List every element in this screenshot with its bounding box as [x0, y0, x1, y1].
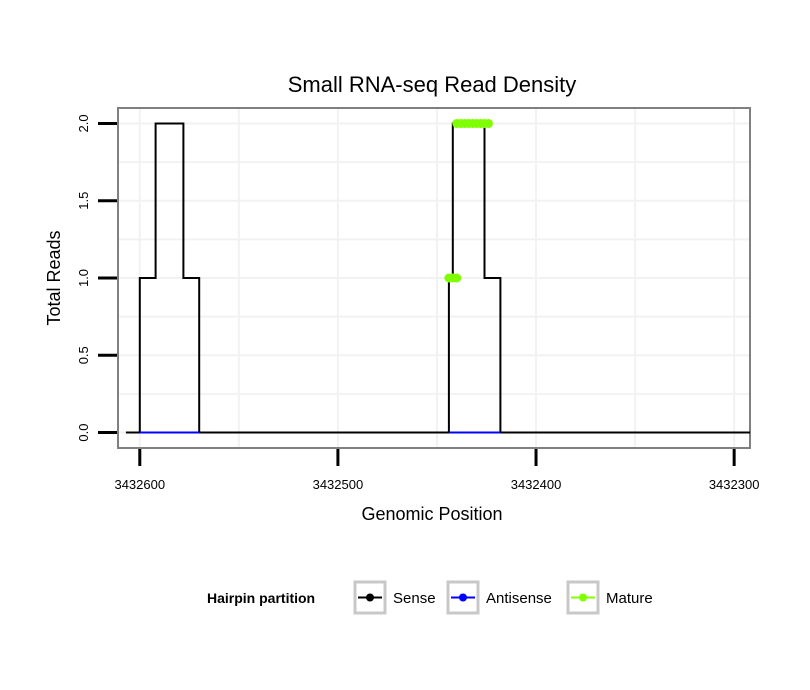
y-tick-label: 0.0 [76, 424, 91, 442]
data-point-mature [483, 118, 493, 128]
legend-label-antisense: Antisense [486, 590, 552, 607]
series-line-sense [125, 122, 750, 434]
legend-label-mature: Mature [606, 590, 653, 607]
y-axis: 0.0 0.5 1.0 1.5 2.0 [76, 114, 117, 442]
x-tick-label: 3432300 [709, 477, 760, 492]
x-axis-title: Genomic Position [361, 504, 502, 524]
plot-panel-border [117, 107, 751, 449]
chart-title: Small RNA-seq Read Density [288, 72, 577, 97]
x-tick-label: 3432600 [114, 477, 165, 492]
legend-key-point-mature [579, 593, 587, 602]
data-point-mature [452, 273, 462, 283]
legend-title: Hairpin partition [207, 590, 315, 606]
legend: Hairpin partition Sense Antisense Mature [207, 580, 653, 615]
y-axis-title: Total Reads [44, 230, 64, 325]
y-tick-label: 1.0 [76, 269, 91, 287]
data-layer [125, 118, 750, 434]
grid-lines [118, 108, 750, 448]
legend-label-sense: Sense [393, 590, 436, 607]
y-tick-label: 1.5 [76, 192, 91, 210]
y-tick-label: 0.5 [76, 346, 91, 364]
y-tick-label: 2.0 [76, 114, 91, 132]
legend-key-point-sense [366, 593, 374, 602]
x-axis: 3432600 3432500 3432400 3432300 [114, 449, 759, 492]
x-tick-label: 3432400 [511, 477, 562, 492]
x-tick-label: 3432500 [313, 477, 364, 492]
legend-key-point-antisense [459, 593, 467, 602]
